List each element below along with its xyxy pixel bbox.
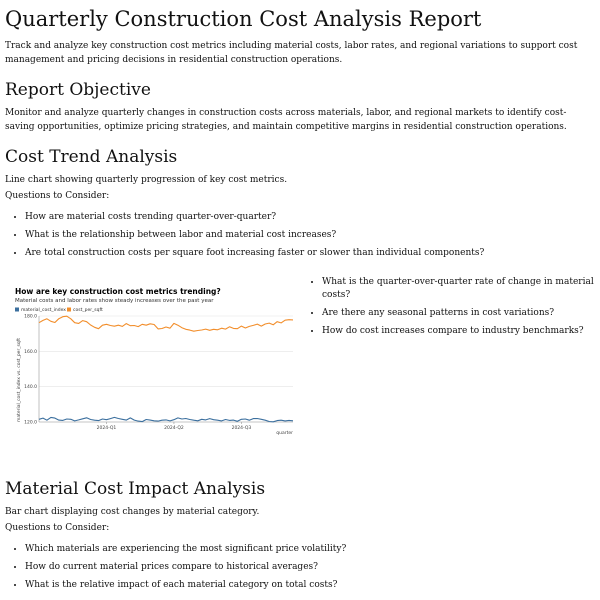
material-description: Bar chart displaying cost changes by mat…: [5, 507, 260, 517]
legend-swatch-material: [15, 307, 19, 312]
trend-questions-label: Questions to Consider:: [5, 190, 110, 201]
list-item: What is the quarter-over-quarter rate of…: [322, 276, 600, 302]
legend-label-material: material_cost_index: [21, 307, 66, 313]
trend-heading: Cost Trend Analysis: [5, 147, 178, 167]
y-tick-label: 120.0: [24, 420, 37, 426]
x-tick-label: 2024-Q2: [164, 425, 184, 431]
material-section: Material Cost Impact Analysis Bar chart …: [5, 478, 594, 592]
trend-description: Line chart showing quarterly progression…: [5, 175, 288, 185]
x-axis-label: quarter: [276, 430, 293, 436]
list-item: How are material costs trending quarter-…: [25, 211, 594, 224]
trend-section: Cost Trend Analysis Line chart showing q…: [5, 146, 594, 466]
series-line-material-cost-index: [38, 416, 294, 423]
report-intro: Track and analyze key construction cost …: [5, 41, 578, 65]
material-heading: Material Cost Impact Analysis: [5, 479, 266, 499]
x-tick-label: 2024-Q1: [97, 425, 117, 431]
objective-heading: Report Objective: [5, 80, 151, 100]
list-item: Which materials are experiencing the mos…: [25, 543, 594, 556]
objective-section: Report Objective Monitor and analyze qua…: [5, 79, 594, 134]
trend-questions-list: How are material costs trending quarter-…: [5, 211, 594, 260]
report-title: Quarterly Construction Cost Analysis Rep…: [5, 7, 482, 31]
series-line-cost-per-sqft: [38, 315, 294, 332]
material-questions-label: Questions to Consider:: [5, 522, 110, 533]
chart-svg: How are key construction cost metrics tr…: [15, 287, 294, 436]
chart-title: How are key construction cost metrics tr…: [15, 287, 221, 296]
chart-row: How are key construction cost metrics tr…: [5, 276, 594, 466]
objective-text: Monitor and analyze quarterly changes in…: [5, 108, 567, 132]
y-tick-label: 180.0: [24, 314, 37, 320]
y-tick-label: 160.0: [24, 349, 37, 355]
list-item: What is the relative impact of each mate…: [25, 579, 594, 592]
cost-trend-chart: How are key construction cost metrics tr…: [11, 276, 299, 446]
legend-swatch-sqft: [67, 307, 71, 312]
list-item: How do cost increases compare to industr…: [322, 325, 600, 338]
x-tick-label: 2024-Q3: [232, 425, 252, 431]
chart-subtitle: Material costs and labor rates show stea…: [15, 298, 214, 304]
y-tick-label: 140.0: [24, 384, 37, 390]
list-item: Are there any seasonal patterns in cost …: [322, 307, 600, 320]
trend-side-questions: What is the quarter-over-quarter rate of…: [302, 276, 600, 343]
legend-label-sqft: cost_per_sqft: [73, 307, 103, 313]
y-axis-label: material_cost_index vs. cost_per_sqft: [16, 338, 22, 422]
list-item: What is the relationship between labor a…: [25, 229, 594, 242]
list-item: How do current material prices compare t…: [25, 561, 594, 574]
side-questions-list: What is the quarter-over-quarter rate of…: [302, 276, 600, 338]
plot-area: 120.0 140.0 160.0 180.0 2024-Q1 2024-Q2 2024-Q…: [24, 314, 294, 431]
material-questions-list: Which materials are experiencing the mos…: [5, 543, 594, 592]
list-item: Are total construction costs per square …: [25, 247, 594, 260]
